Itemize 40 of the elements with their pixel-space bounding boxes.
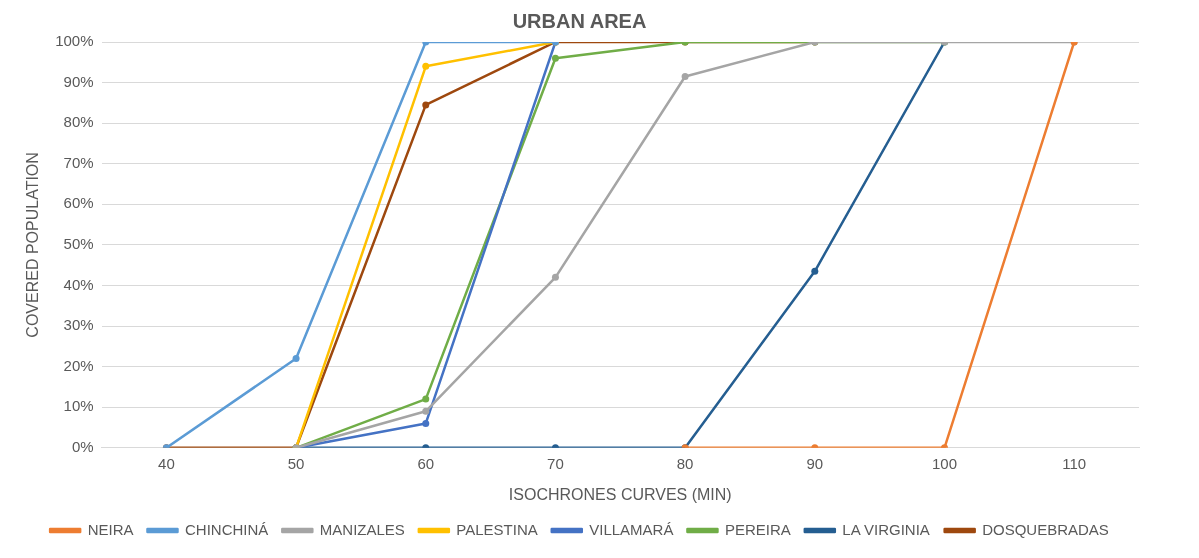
legend-label: PALESTINA bbox=[456, 520, 538, 538]
point bbox=[681, 72, 689, 80]
point bbox=[551, 54, 559, 62]
legend-label: LA VIRGINIA bbox=[842, 520, 930, 538]
point bbox=[422, 407, 430, 415]
legend-label: VILLAMARÁ bbox=[589, 520, 674, 538]
x-tick-label: 40 bbox=[158, 454, 175, 472]
y-tick-label: 40% bbox=[63, 275, 94, 293]
chart-title: URBAN AREA bbox=[512, 9, 647, 32]
legend-label: CHINCHINÁ bbox=[184, 520, 269, 538]
point bbox=[422, 395, 430, 403]
point bbox=[551, 273, 559, 281]
x-tick-label: 110 bbox=[1062, 454, 1087, 472]
y-tick-label: 10% bbox=[63, 397, 94, 415]
point bbox=[422, 62, 430, 70]
x-tick-label: 60 bbox=[417, 454, 435, 472]
legend-label: DOSQUEBRADAS bbox=[982, 520, 1109, 538]
point bbox=[811, 267, 819, 275]
point bbox=[422, 101, 430, 109]
y-tick-label: 100% bbox=[55, 32, 94, 50]
x-tick-label: 50 bbox=[287, 454, 305, 472]
x-axis-title: ISOCHRONES CURVES (MIN) bbox=[508, 485, 732, 503]
x-tick-label: 70 bbox=[547, 454, 564, 472]
legend-label: NEIRA bbox=[87, 520, 134, 538]
y-tick-label: 70% bbox=[63, 153, 94, 171]
y-tick-label: 90% bbox=[63, 72, 94, 90]
y-tick-label: 80% bbox=[63, 113, 94, 131]
y-tick-label: 20% bbox=[63, 356, 94, 374]
y-tick-label: 60% bbox=[63, 194, 94, 212]
point bbox=[422, 419, 430, 427]
y-tick-label: 0% bbox=[71, 437, 94, 455]
y-axis-title: COVERED POPULATION bbox=[24, 152, 42, 338]
y-tick-label: 30% bbox=[63, 316, 94, 334]
x-tick-label: 80 bbox=[676, 454, 694, 472]
legend-label: MANIZALES bbox=[319, 520, 405, 538]
point bbox=[292, 355, 300, 363]
x-tick-label: 100 bbox=[931, 454, 957, 472]
y-tick-label: 50% bbox=[63, 235, 94, 253]
legend-label: PEREIRA bbox=[724, 520, 791, 538]
x-tick-label: 90 bbox=[806, 454, 824, 472]
